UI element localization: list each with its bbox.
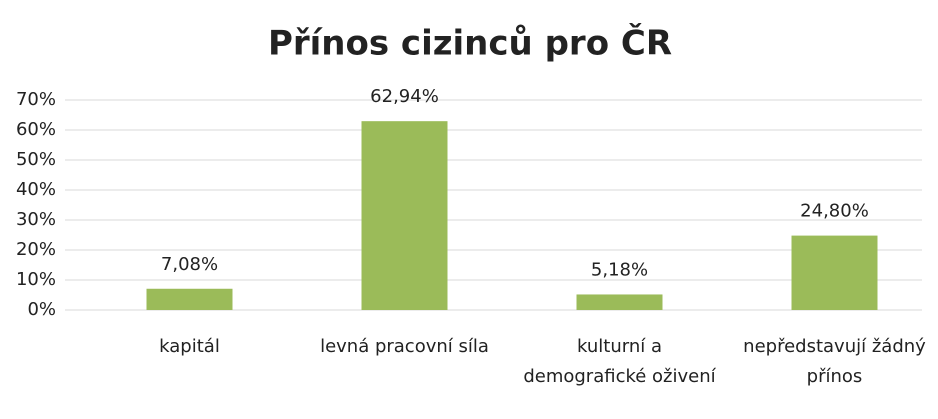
y-tick-label: 30% <box>16 209 56 230</box>
x-tick-label: kulturní a demografické oživení <box>523 336 716 387</box>
chart-title: Přínos cizinců pro ČR <box>268 23 672 64</box>
value-label: 7,08% <box>161 254 218 275</box>
y-tick-label: 60% <box>16 119 56 140</box>
y-tick-label: 70% <box>16 89 56 110</box>
y-tick-label: 0% <box>27 299 56 320</box>
x-tick-label: nepředstavují žádný přínos <box>743 336 926 387</box>
bar <box>146 288 233 310</box>
y-tick-label: 40% <box>16 179 56 200</box>
x-tick-label: kapitál <box>159 336 220 357</box>
bar <box>791 235 878 310</box>
bar <box>576 294 663 310</box>
y-tick-label: 50% <box>16 149 56 170</box>
x-tick-label: levná pracovní síla <box>320 336 489 357</box>
value-label: 62,94% <box>370 86 439 107</box>
bar <box>361 121 448 311</box>
y-tick-label: 10% <box>16 269 56 290</box>
value-label: 24,80% <box>800 201 869 222</box>
value-label: 5,18% <box>591 259 648 280</box>
y-tick-label: 20% <box>16 239 56 260</box>
